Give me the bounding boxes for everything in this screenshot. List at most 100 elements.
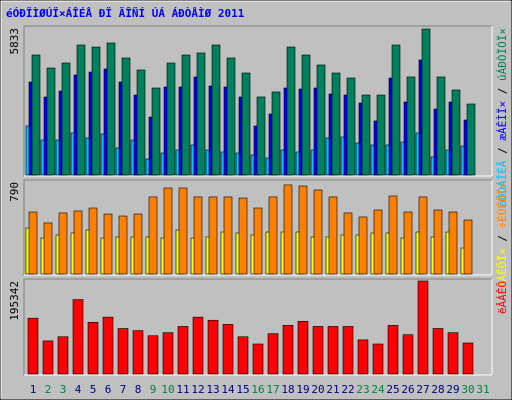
x-tick-label: 7	[120, 383, 127, 396]
x-tick-label: 16	[251, 383, 264, 396]
bar	[222, 324, 234, 375]
bar	[88, 207, 98, 275]
bar	[241, 72, 251, 176]
bar	[406, 76, 416, 176]
bar	[388, 195, 398, 275]
bar	[267, 333, 279, 375]
bar	[42, 340, 54, 375]
bar	[162, 332, 174, 375]
bar	[28, 211, 38, 275]
bar	[256, 96, 266, 176]
bar	[372, 343, 384, 375]
bar	[313, 189, 323, 275]
x-tick-label: 26	[401, 383, 414, 396]
bar	[387, 325, 399, 375]
bar	[238, 197, 248, 275]
y-tick-label: 5833	[8, 28, 21, 55]
x-tick-label: 14	[221, 383, 235, 396]
legend-entry: ëÂÁÊÔ	[496, 281, 509, 314]
bar	[192, 316, 204, 375]
legend-entry: óÁÊÔÏ×	[496, 248, 509, 288]
bar	[91, 46, 101, 176]
bar	[331, 72, 341, 176]
y-tick-label: 790	[8, 182, 21, 202]
legend-entry: óÔÒÁÎÉÃ	[496, 160, 509, 207]
bar	[402, 334, 414, 375]
x-tick-label: 17	[266, 383, 279, 396]
bar	[301, 54, 311, 176]
bar	[27, 317, 39, 375]
x-tick-label: 5	[90, 383, 97, 396]
x-tick-label: 1	[30, 383, 37, 396]
bar	[196, 52, 206, 176]
bar	[177, 326, 189, 375]
bar	[118, 215, 128, 275]
x-tick-label: 21	[326, 383, 339, 396]
bar	[61, 62, 71, 176]
bar	[181, 54, 191, 176]
bar	[46, 67, 56, 176]
x-tick-label: 6	[105, 383, 112, 396]
bar	[447, 332, 459, 375]
bar	[418, 196, 428, 275]
x-tick-label: 29	[446, 383, 459, 396]
legend: óÁÊÔÏ× / ÷ÉÚÉÔÏ×	[496, 182, 509, 288]
bar	[391, 44, 401, 176]
bar	[58, 212, 68, 275]
bar	[462, 342, 474, 375]
bar	[373, 209, 383, 275]
legend-entry: ÷ÉÚÉÔÏ×	[496, 182, 509, 228]
bar	[268, 196, 278, 275]
bar	[147, 335, 159, 375]
bar	[403, 211, 413, 275]
bar	[57, 336, 69, 375]
x-tick-label: 2	[45, 383, 52, 396]
bar	[282, 325, 294, 375]
bar	[327, 326, 339, 375]
bar	[252, 343, 264, 375]
bar	[448, 211, 458, 275]
x-tick-label: 22	[341, 383, 354, 396]
x-tick-label: 3	[60, 383, 67, 396]
bar	[151, 87, 161, 176]
x-tick-label: 4	[75, 383, 82, 396]
bar	[136, 69, 146, 176]
x-tick-label: 23	[356, 383, 369, 396]
legend: óÔÒÁÎÉÃ / æÁÊÌÏ× / úÁÐÒÏÓÏ×	[496, 28, 509, 207]
x-tick-label: 25	[386, 383, 399, 396]
x-tick-label: 20	[311, 383, 324, 396]
y-tick-label: 195342	[8, 281, 21, 321]
bar	[376, 94, 386, 176]
x-tick-label: 12	[191, 383, 204, 396]
bar	[316, 64, 326, 176]
bar	[163, 187, 173, 275]
bar	[343, 212, 353, 275]
bar	[76, 44, 86, 176]
bar	[432, 328, 444, 375]
x-tick-label: 9	[150, 383, 157, 396]
legend-separator: /	[496, 141, 509, 161]
bar	[358, 216, 368, 275]
bar	[463, 219, 473, 275]
x-tick-label: 18	[281, 383, 294, 396]
bar	[103, 213, 113, 275]
bar	[31, 54, 41, 176]
x-tick-label: 27	[416, 383, 429, 396]
bar	[73, 210, 83, 275]
bar	[237, 336, 249, 375]
bar	[133, 213, 143, 275]
bar	[346, 77, 356, 176]
bar	[361, 94, 371, 176]
bar	[43, 222, 53, 275]
bar	[357, 339, 369, 375]
bar	[466, 103, 476, 176]
chart-title: éÓÐÏÌØÚÏ×ÁÎÉÅ ÐÏ ÄÎÑÍ ÚÁ ÁÐÒÅÌØ 2011	[6, 6, 245, 20]
bar	[121, 57, 131, 176]
bar	[166, 62, 176, 176]
bar	[312, 326, 324, 375]
x-tick-label: 11	[176, 383, 189, 396]
bar	[286, 46, 296, 176]
legend-separator: /	[496, 228, 509, 248]
bar	[253, 207, 263, 275]
